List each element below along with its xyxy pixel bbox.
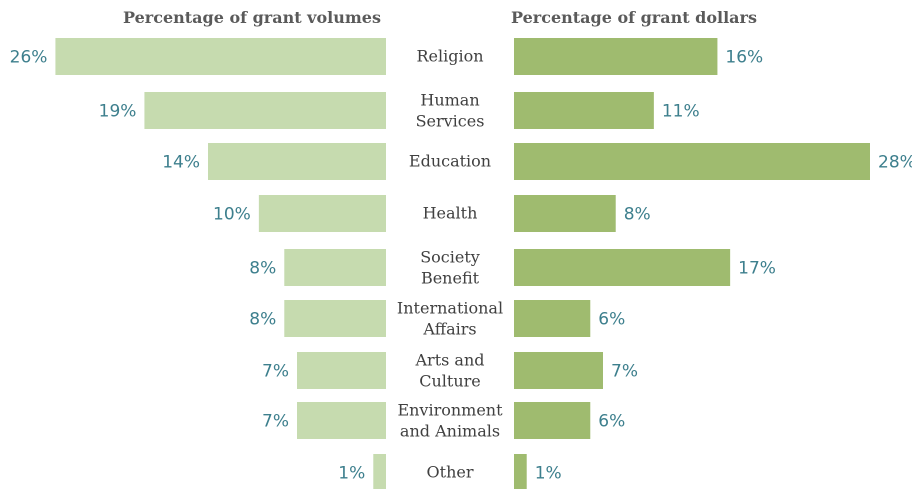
left-panel-title: Percentage of grant volumes [123, 8, 381, 27]
volume-value-label: 8% [249, 259, 276, 279]
dollar-bar [514, 38, 718, 75]
category-label-line: Arts and [414, 351, 484, 370]
dollar-bar [514, 92, 654, 129]
dollar-value-label: 17% [738, 259, 776, 279]
dollar-bar [514, 300, 591, 337]
dollar-bar [514, 454, 527, 489]
bar-group: 26% 16% Religion 19% 11% Human Services 14% 28% E… [10, 38, 912, 489]
volume-value-label: 7% [262, 362, 289, 382]
category-label: Environment and Animals [397, 401, 503, 441]
dollar-value-label: 6% [598, 412, 625, 432]
volume-bar [55, 38, 387, 75]
category-label: Health [423, 204, 478, 223]
dollar-value-label: 7% [611, 362, 638, 382]
category-label-line: Education [409, 152, 491, 171]
category-label-line: International [397, 299, 503, 318]
category-label-line: Services [416, 112, 485, 131]
category-label: Arts and Culture [414, 351, 484, 391]
category-label: Society Benefit [420, 248, 480, 288]
category-label: Other [427, 463, 474, 482]
dollar-value-label: 28% [878, 153, 912, 173]
category-label-line: Affairs [422, 320, 476, 339]
dollar-bar [514, 143, 870, 180]
dollar-bar [514, 195, 616, 232]
category-label-line: Health [423, 204, 478, 223]
volume-value-label: 14% [162, 153, 200, 173]
volume-value-label: 26% [10, 48, 48, 68]
category-label: Education [409, 152, 491, 171]
volume-value-label: 10% [213, 205, 251, 225]
volume-value-label: 1% [338, 464, 365, 484]
dollar-bar [514, 249, 731, 286]
category-label: Religion [416, 47, 483, 66]
category-label: Human Services [416, 91, 485, 131]
right-panel-title: Percentage of grant dollars [511, 8, 757, 27]
volume-bar [258, 195, 386, 232]
dollar-value-label: 16% [725, 48, 763, 68]
dollar-bar [514, 402, 591, 439]
category-label-line: Other [427, 463, 474, 482]
volume-bar [284, 300, 386, 337]
dollar-value-label: 1% [535, 464, 562, 484]
category-label-line: Culture [419, 372, 481, 391]
volume-bar [297, 352, 386, 389]
dollar-bar [514, 352, 603, 389]
category-label: International Affairs [397, 299, 503, 339]
category-label-line: Human [420, 91, 479, 110]
volume-bar [373, 454, 386, 489]
category-label-line: Benefit [421, 269, 480, 288]
dollar-value-label: 8% [624, 205, 651, 225]
volume-value-label: 7% [262, 412, 289, 432]
volume-bar [297, 402, 386, 439]
category-label-line: and Animals [400, 422, 500, 441]
category-label-line: Society [420, 248, 480, 267]
category-label-line: Religion [416, 47, 483, 66]
volume-value-label: 8% [249, 310, 276, 330]
volume-bar [144, 92, 386, 129]
volume-value-label: 19% [99, 102, 137, 122]
volume-bar [284, 249, 386, 286]
category-label-line: Environment [397, 401, 503, 420]
dollar-value-label: 11% [662, 102, 700, 122]
volume-bar [208, 143, 386, 180]
dollar-value-label: 6% [598, 310, 625, 330]
